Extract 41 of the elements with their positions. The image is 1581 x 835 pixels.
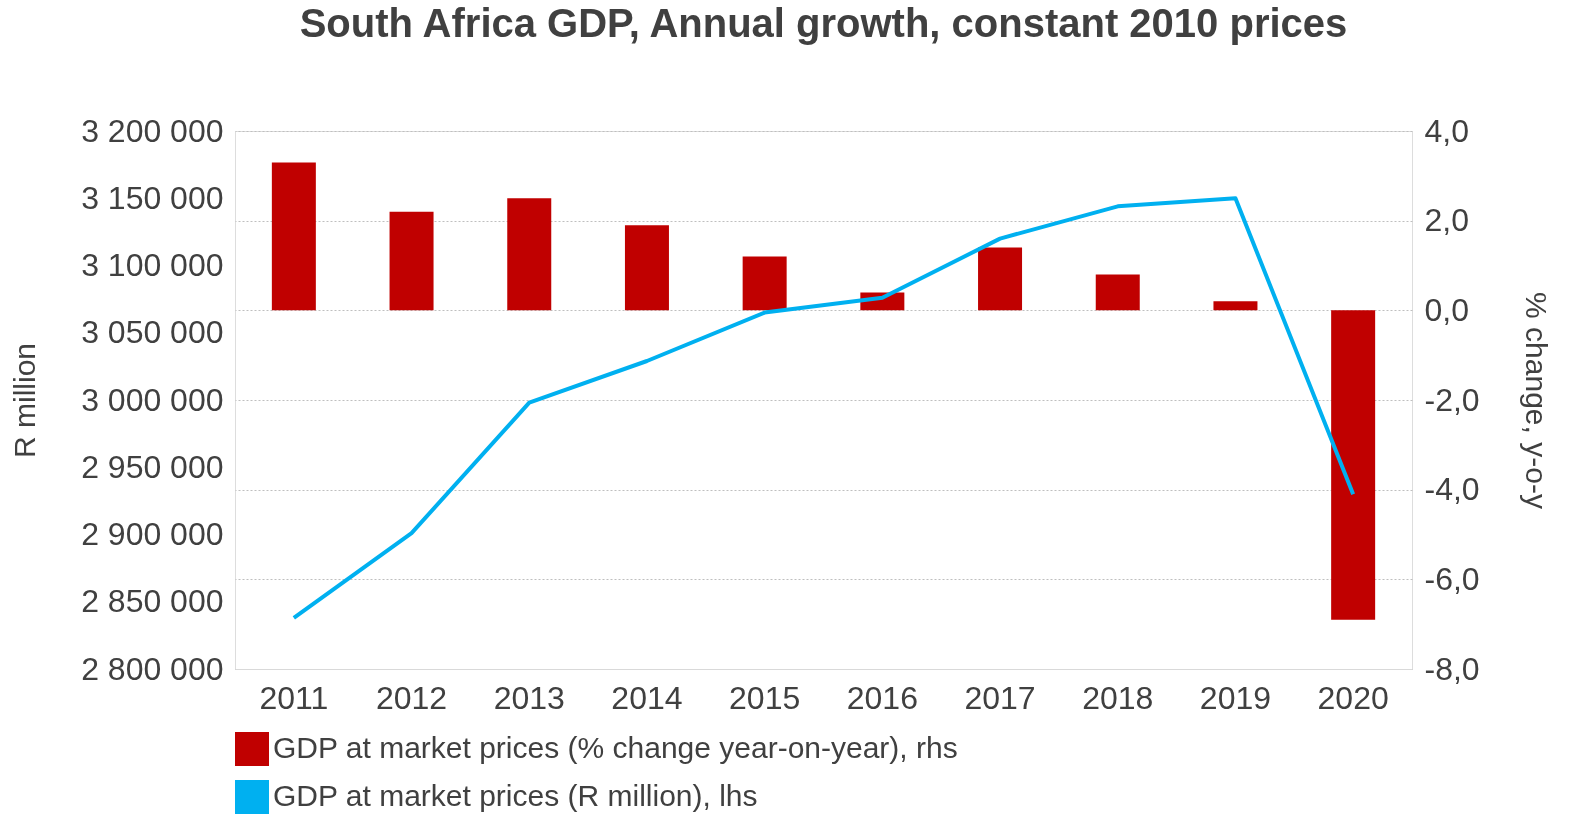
x-tick-label: 2012 <box>375 679 448 716</box>
chart-title: South Africa GDP, Annual growth, constant 2010 prices <box>299 1 1348 45</box>
bar <box>624 225 669 311</box>
x-tick-label: 2011 <box>259 679 329 716</box>
y-tick-label: 3 100 000 <box>81 247 224 283</box>
bar <box>742 256 787 311</box>
y-tick-label: 2 900 000 <box>81 516 224 552</box>
y2-tick-label: -4,0 <box>1424 471 1480 508</box>
x-tick-label: 2017 <box>964 679 1036 716</box>
y2-tick-label: 0,0 <box>1424 291 1469 328</box>
y2-tick-label: -2,0 <box>1424 381 1480 418</box>
bar <box>507 198 552 311</box>
y-tick-label: 2 800 000 <box>81 650 224 687</box>
bar <box>389 211 434 311</box>
line-series <box>291 196 1356 620</box>
x-tick-label: 2020 <box>1317 679 1389 716</box>
legend-label: GDP at market prices (% change year-on-year), rhs <box>273 731 958 764</box>
y-tick-label: 2 950 000 <box>81 448 224 485</box>
y-axis-title: R million <box>8 342 42 459</box>
x-tick-label: 2014 <box>611 679 683 716</box>
y-tick-label: 2 850 000 <box>81 583 224 620</box>
x-tick-label: 2019 <box>1199 679 1272 716</box>
bar <box>271 162 316 311</box>
x-tick-label: 2015 <box>729 679 801 716</box>
bar <box>978 247 1023 311</box>
bar <box>1213 301 1258 311</box>
x-tick-label: 2018 <box>1082 679 1154 716</box>
y-tick-label: 3 200 000 <box>81 112 224 149</box>
x-tick-label: 2016 <box>846 679 918 716</box>
y2-tick-label: 2,0 <box>1424 202 1469 239</box>
y2-tick-label: -6,0 <box>1424 560 1480 597</box>
bar <box>1331 310 1376 620</box>
y2-tick-label: 4,0 <box>1424 112 1469 149</box>
y-tick-label: 3 150 000 <box>81 179 224 216</box>
y2-axis-title: % change, y-o-y <box>1519 292 1553 509</box>
y-tick-label: 3 000 000 <box>81 381 224 418</box>
y2-tick-label: -8,0 <box>1424 650 1480 687</box>
x-tick-label: 2013 <box>493 679 565 716</box>
y-tick-label: 3 050 000 <box>81 314 224 351</box>
bar <box>1095 274 1140 311</box>
legend-label: GDP at market prices (R million), lhs <box>273 779 758 812</box>
